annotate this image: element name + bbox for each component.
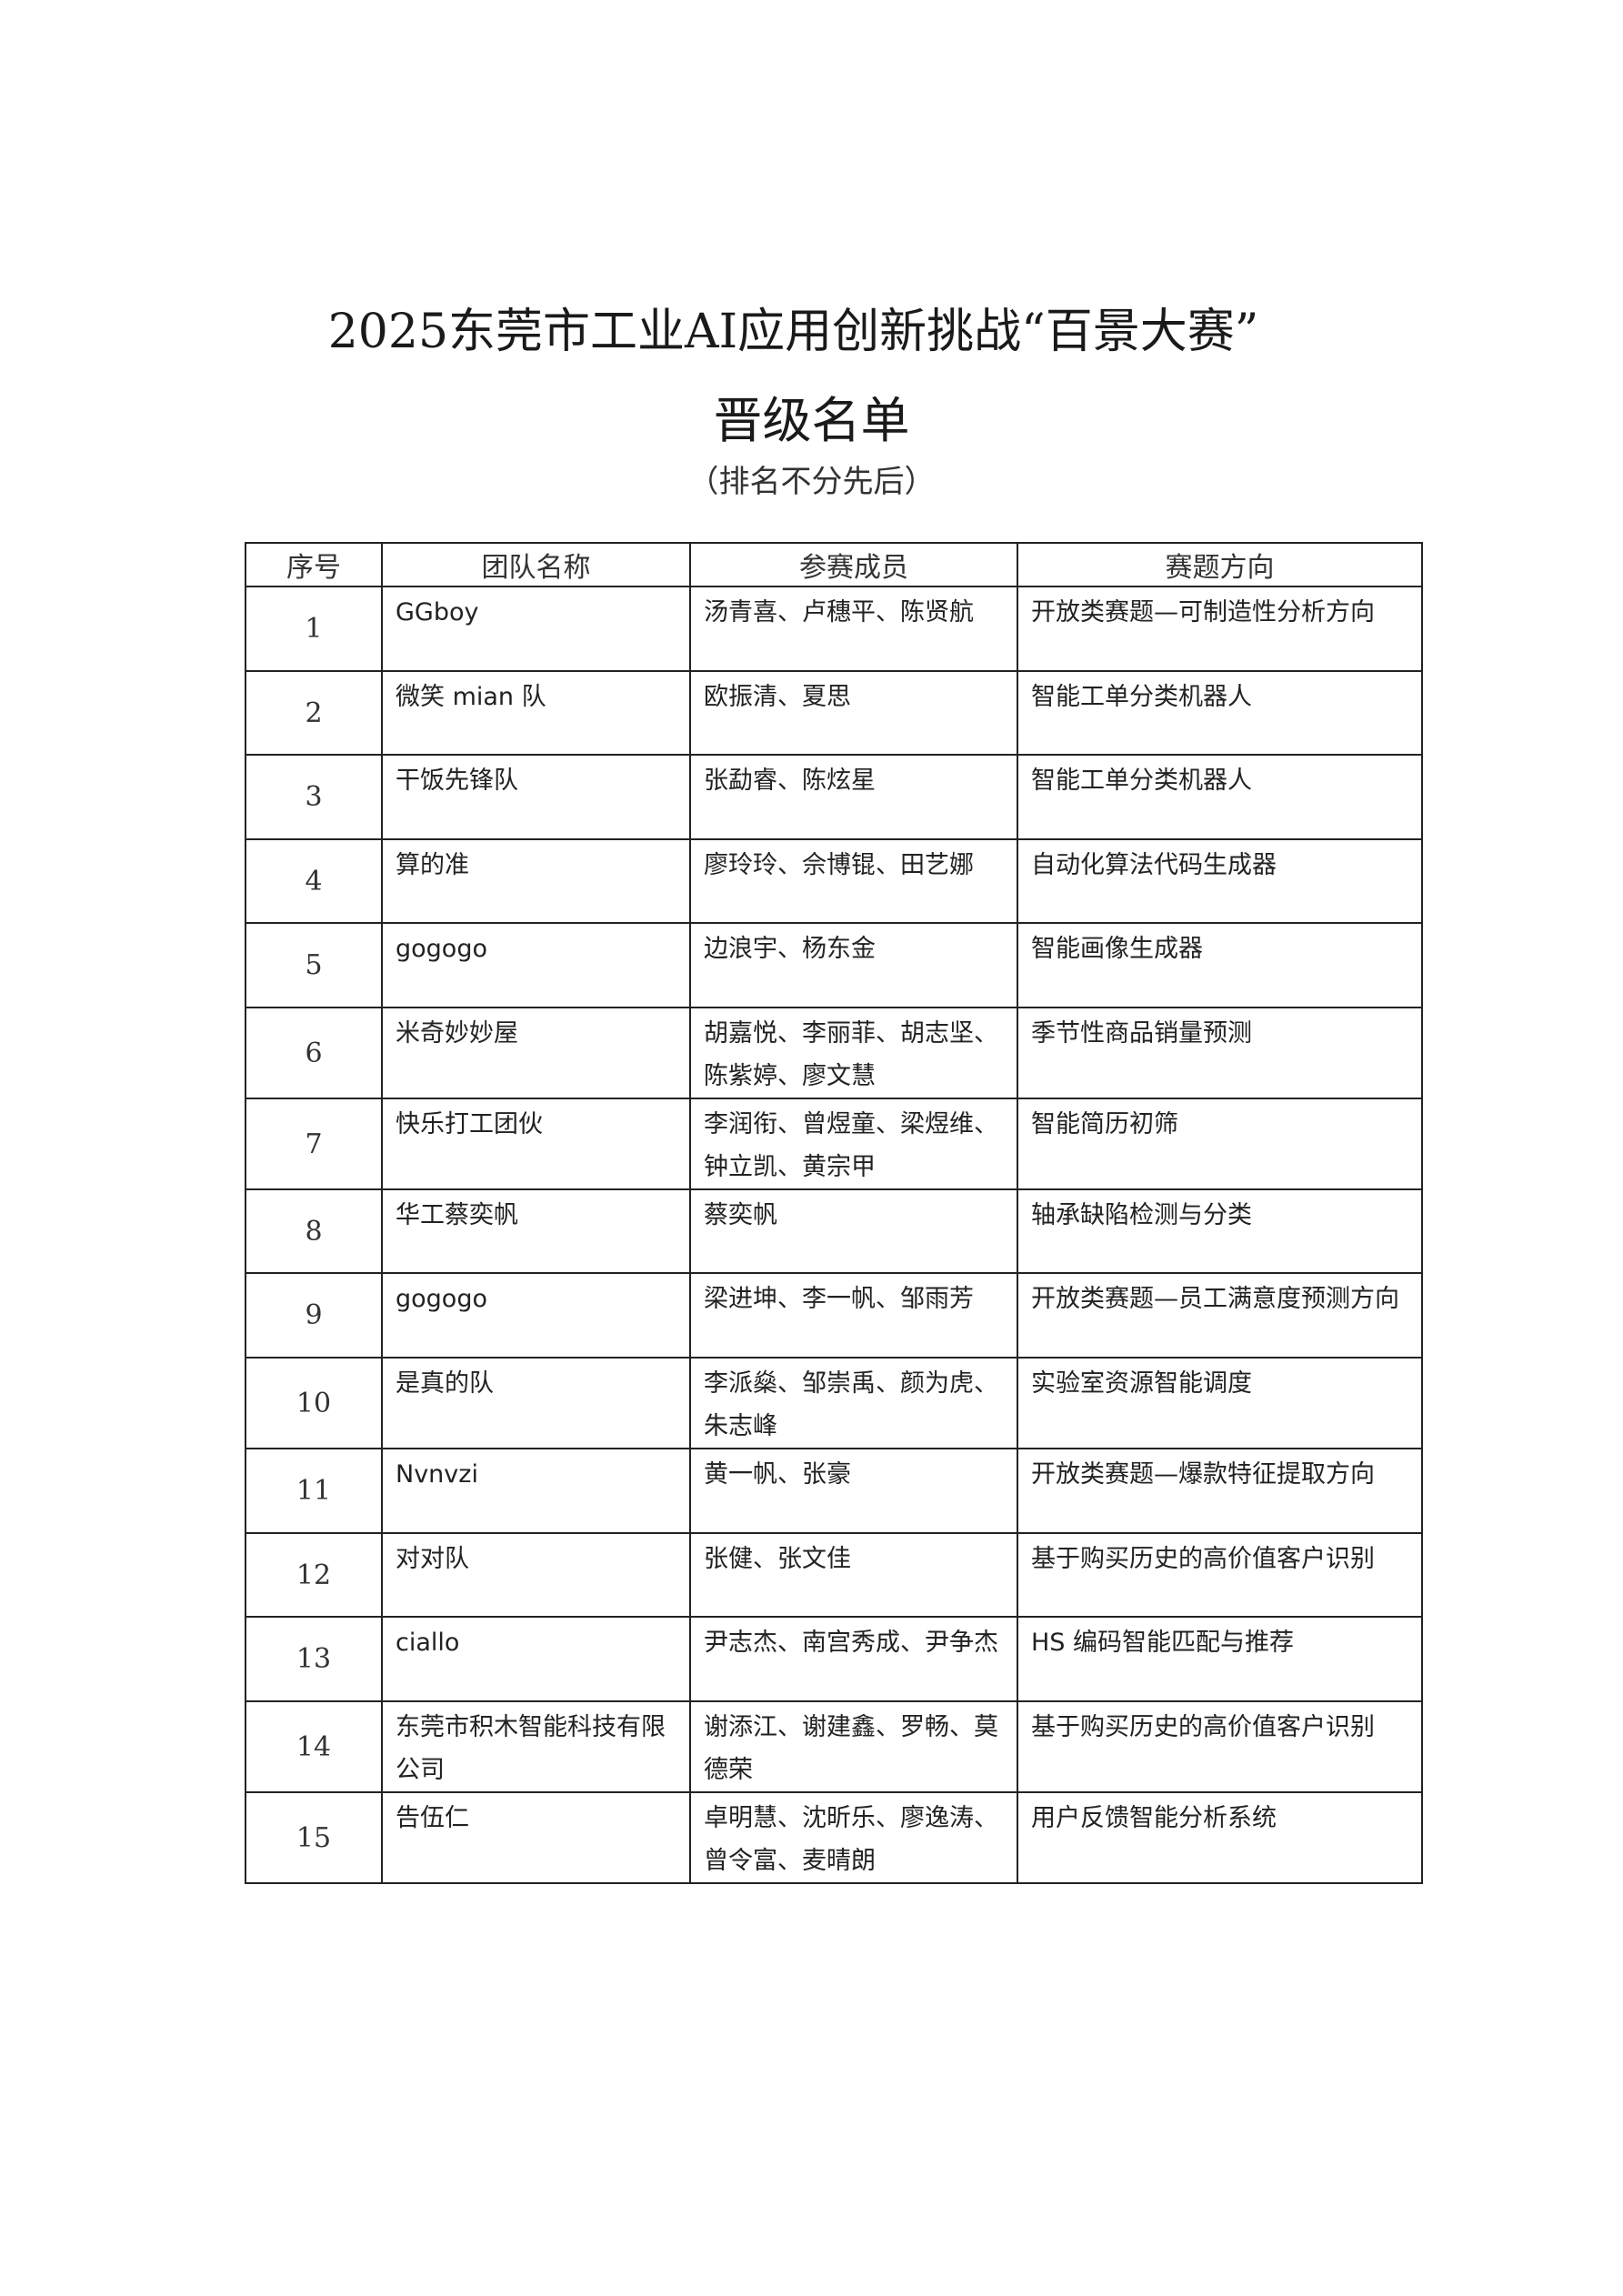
team-name: 干饭先锋队 [381,754,691,840]
team-members: 谢添江、谢建鑫、罗畅、莫德荣 [689,1700,1018,1793]
topic-direction: 开放类赛题—可制造性分析方向 [1017,586,1423,672]
table-row: 4 算的准 廖玲玲、佘博锟、田艺娜 自动化算法代码生成器 [245,838,1423,924]
topic-direction: 基于购买历史的高价值客户识别 [1017,1532,1423,1618]
table-row: 8 华工蔡奕帆 蔡奕帆 轴承缺陷检测与分类 [245,1188,1423,1274]
row-number: 8 [245,1188,383,1274]
table-row: 10 是真的队 李派燊、邹崇禹、颜为虎、朱志峰 实验室资源智能调度 [245,1357,1423,1449]
table-row: 5 gogogo 边浪宇、杨东金 智能画像生成器 [245,922,1423,1008]
row-number: 11 [245,1448,383,1534]
team-name: ciallo [381,1616,691,1702]
topic-direction: HS 编码智能匹配与推荐 [1017,1616,1423,1702]
row-number: 10 [245,1357,383,1449]
ranking-note: （排名不分先后） [687,464,936,500]
team-name: 是真的队 [381,1357,691,1449]
table-row: 13 ciallo 尹志杰、南宫秀成、尹争杰 HS 编码智能匹配与推荐 [245,1616,1423,1702]
row-number: 13 [245,1616,383,1702]
team-name: 告伍仁 [381,1791,691,1884]
team-name: Nvnvzi [381,1448,691,1534]
team-name: GGboy [381,586,691,672]
row-number: 1 [245,586,383,672]
topic-direction: 基于购买历史的高价值客户识别 [1017,1700,1423,1793]
row-number: 3 [245,754,383,840]
row-number: 12 [245,1532,383,1618]
table-row: 14 东莞市积木智能科技有限公司 谢添江、谢建鑫、罗畅、莫德荣 基于购买历史的高价值客… [245,1700,1423,1793]
topic-direction: 开放类赛题—爆款特征提取方向 [1017,1448,1423,1534]
topic-direction: 智能工单分类机器人 [1017,754,1423,840]
team-members: 梁进坤、李一帆、邹雨芳 [689,1272,1018,1359]
team-name: 微笑 mian 队 [381,670,691,756]
team-members: 李润衔、曾煜童、梁煜维、钟立凯、黄宗甲 [689,1098,1018,1190]
header-no: 序号 [245,542,383,587]
team-members: 胡嘉悦、李丽菲、胡志坚、陈紫婷、廖文慧 [689,1007,1018,1099]
topic-direction: 自动化算法代码生成器 [1017,838,1423,924]
team-name: gogogo [381,922,691,1008]
team-name: 快乐打工团伙 [381,1098,691,1190]
topic-direction: 用户反馈智能分析系统 [1017,1791,1423,1884]
table-row: 7 快乐打工团伙 李润衔、曾煜童、梁煜维、钟立凯、黄宗甲 智能简历初筛 [245,1098,1423,1190]
team-name: 东莞市积木智能科技有限公司 [381,1700,691,1793]
topic-direction: 智能简历初筛 [1017,1098,1423,1190]
document-subtitle: 晋级名单 [713,392,910,449]
row-number: 9 [245,1272,383,1359]
team-name: 算的准 [381,838,691,924]
topic-direction: 实验室资源智能调度 [1017,1357,1423,1449]
team-members: 张健、张文佳 [689,1532,1018,1618]
row-number: 4 [245,838,383,924]
table-row: 2 微笑 mian 队欧振清、夏思 智能工单分类机器人 [245,670,1423,756]
team-name: 华工蔡奕帆 [381,1188,691,1274]
table-row: 6 米奇妙妙屋 胡嘉悦、李丽菲、胡志坚、陈紫婷、廖文慧 季节性商品销量预测 [245,1007,1423,1099]
header-team: 团队名称 [381,542,691,587]
table-row: 15 告伍仁 卓明慧、沈昕乐、廖逸涛、曾令富、麦晴朗 用户反馈智能分析系统 [245,1791,1423,1884]
team-members: 汤青喜、卢穗平、陈贤航 [689,586,1018,672]
team-members: 尹志杰、南宫秀成、尹争杰 [689,1616,1018,1702]
document-title: 2025东莞市工业AI应用创新挑战“百景大赛” [327,305,1259,359]
team-members: 边浪宇、杨东金 [689,922,1018,1008]
team-members: 黄一帆、张豪 [689,1448,1018,1534]
row-number: 2 [245,670,383,756]
team-name: 米奇妙妙屋 [381,1007,691,1099]
team-members: 卓明慧、沈昕乐、廖逸涛、曾令富、麦晴朗 [689,1791,1018,1884]
topic-direction: 轴承缺陷检测与分类 [1017,1188,1423,1274]
row-number: 7 [245,1098,383,1190]
row-number: 14 [245,1700,383,1793]
table-row: 9 gogogo 梁进坤、李一帆、邹雨芳 开放类赛题—员工满意度预测方向 [245,1272,1423,1359]
table-header-row: 序号 团队名称 参赛成员 赛题方向 [245,542,1423,587]
table-row: 1 GGboy 汤青喜、卢穗平、陈贤航 开放类赛题—可制造性分析方向 [245,586,1423,672]
team-name: 对对队 [381,1532,691,1618]
row-number: 5 [245,922,383,1008]
team-name: gogogo [381,1272,691,1359]
row-number: 15 [245,1791,383,1884]
table-row: 11 Nvnvzi 黄一帆、张豪 开放类赛题—爆款特征提取方向 [245,1448,1423,1534]
topic-direction: 智能画像生成器 [1017,922,1423,1008]
team-members: 李派燊、邹崇禹、颜为虎、朱志峰 [689,1357,1018,1449]
table-row: 3 干饭先锋队 张勐睿、陈炫星 智能工单分类机器人 [245,754,1423,840]
topic-direction: 季节性商品销量预测 [1017,1007,1423,1099]
team-members: 欧振清、夏思 [689,670,1018,756]
finalists-table: 序号 团队名称 参赛成员 赛题方向 1 GGboy 汤青喜、卢穗平、陈贤航 开放类赛题… [245,542,1423,1884]
table-row: 12 对对队 张健、张文佳 基于购买历史的高价值客户识别 [245,1532,1423,1618]
header-topic: 赛题方向 [1017,542,1423,587]
header-members: 参赛成员 [689,542,1018,587]
row-number: 6 [245,1007,383,1099]
team-members: 蔡奕帆 [689,1188,1018,1274]
topic-direction: 开放类赛题—员工满意度预测方向 [1017,1272,1423,1359]
topic-direction: 智能工单分类机器人 [1017,670,1423,756]
team-members: 廖玲玲、佘博锟、田艺娜 [689,838,1018,924]
team-members: 张勐睿、陈炫星 [689,754,1018,840]
